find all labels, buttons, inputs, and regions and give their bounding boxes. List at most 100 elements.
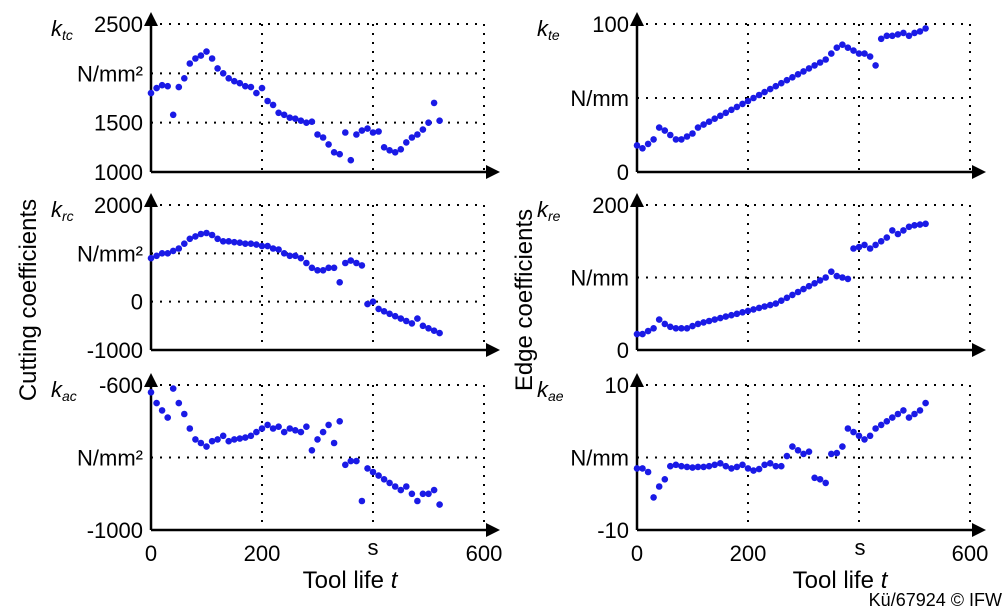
data-point bbox=[425, 119, 432, 126]
x-axis-arrow bbox=[972, 165, 986, 179]
data-point bbox=[828, 268, 835, 276]
data-point bbox=[386, 310, 393, 318]
data-point bbox=[419, 126, 427, 133]
data-point bbox=[330, 264, 338, 272]
data-point bbox=[275, 246, 282, 253]
data-point bbox=[292, 252, 299, 260]
data-point bbox=[700, 463, 707, 471]
data-point bbox=[247, 83, 255, 91]
data-point bbox=[650, 136, 657, 143]
data-point bbox=[855, 243, 863, 251]
data-point bbox=[164, 250, 171, 257]
data-point bbox=[794, 71, 802, 78]
x-axis-arrow bbox=[486, 165, 500, 179]
data-point bbox=[783, 294, 791, 302]
data-point bbox=[717, 314, 724, 322]
data-point bbox=[247, 240, 255, 247]
data-point bbox=[872, 241, 879, 249]
data-point bbox=[644, 468, 652, 476]
data-point bbox=[661, 127, 669, 134]
data-point bbox=[800, 285, 807, 293]
data-point bbox=[203, 229, 210, 237]
data-point bbox=[364, 300, 371, 308]
data-point bbox=[755, 91, 763, 99]
data-point bbox=[369, 298, 377, 306]
data-point bbox=[403, 483, 410, 490]
data-point bbox=[705, 118, 713, 125]
data-point bbox=[269, 101, 277, 109]
data-point bbox=[169, 111, 177, 119]
data-point bbox=[694, 320, 702, 328]
data-point bbox=[744, 97, 752, 105]
unit-label: N/mm bbox=[570, 266, 629, 291]
data-point bbox=[722, 109, 730, 117]
panel-kae: 10 -10 N/mm kae bbox=[537, 373, 986, 543]
data-point bbox=[783, 76, 791, 84]
data-point bbox=[436, 329, 443, 337]
data-point bbox=[347, 257, 355, 264]
unit-label: N/mm² bbox=[77, 61, 143, 86]
data-point bbox=[739, 100, 746, 108]
data-point bbox=[158, 250, 166, 257]
data-point bbox=[689, 322, 696, 330]
data-point bbox=[342, 259, 349, 267]
data-point bbox=[772, 82, 780, 90]
data-point bbox=[861, 50, 868, 57]
data-point bbox=[303, 119, 310, 126]
data-point bbox=[319, 134, 327, 141]
y-tick-label: 10 bbox=[605, 373, 629, 398]
data-point bbox=[286, 114, 294, 121]
data-point bbox=[269, 425, 277, 432]
data-point bbox=[314, 436, 321, 443]
data-point bbox=[175, 399, 183, 407]
data-point bbox=[683, 463, 691, 471]
data-point bbox=[358, 262, 366, 269]
data-point bbox=[280, 428, 288, 436]
data-point bbox=[253, 241, 260, 248]
data-point bbox=[242, 82, 249, 90]
data-point bbox=[336, 279, 344, 286]
data-point bbox=[711, 316, 718, 323]
x-tick-label: 200 bbox=[730, 541, 767, 566]
x-tick-label: s bbox=[855, 535, 866, 560]
data-point bbox=[750, 467, 757, 474]
data-point bbox=[358, 497, 366, 505]
data-point bbox=[292, 427, 299, 434]
x-axis-arrow bbox=[486, 523, 500, 537]
data-point bbox=[253, 428, 260, 436]
data-point bbox=[650, 325, 657, 332]
data-point bbox=[900, 407, 907, 414]
data-point bbox=[375, 305, 382, 313]
data-point bbox=[353, 131, 360, 138]
data-point bbox=[822, 274, 829, 281]
data-point bbox=[811, 280, 818, 287]
x-axis-arrow bbox=[486, 343, 500, 357]
y-tick-label: 1500 bbox=[94, 111, 143, 136]
data-point bbox=[325, 264, 332, 272]
data-point bbox=[264, 421, 271, 429]
data-point bbox=[883, 418, 891, 425]
data-point bbox=[800, 68, 807, 75]
data-point bbox=[397, 315, 405, 322]
data-point bbox=[197, 230, 205, 238]
data-point bbox=[325, 421, 332, 429]
data-point bbox=[655, 483, 663, 490]
data-point bbox=[783, 452, 791, 460]
data-point bbox=[386, 147, 393, 154]
data-point bbox=[414, 497, 421, 505]
y-axis-arrow bbox=[144, 193, 158, 207]
data-point bbox=[242, 240, 249, 247]
data-point bbox=[403, 139, 410, 146]
data-point bbox=[231, 238, 238, 246]
data-point bbox=[242, 434, 249, 441]
data-point bbox=[342, 129, 349, 136]
x-ticks-left: 0 200 s 600 bbox=[145, 535, 502, 566]
data-point bbox=[805, 282, 813, 290]
data-point bbox=[280, 250, 288, 257]
data-point bbox=[403, 317, 410, 325]
data-point bbox=[778, 79, 785, 87]
coefficient-symbol: ktc bbox=[51, 16, 73, 43]
data-point bbox=[844, 275, 852, 283]
data-point bbox=[236, 239, 244, 246]
